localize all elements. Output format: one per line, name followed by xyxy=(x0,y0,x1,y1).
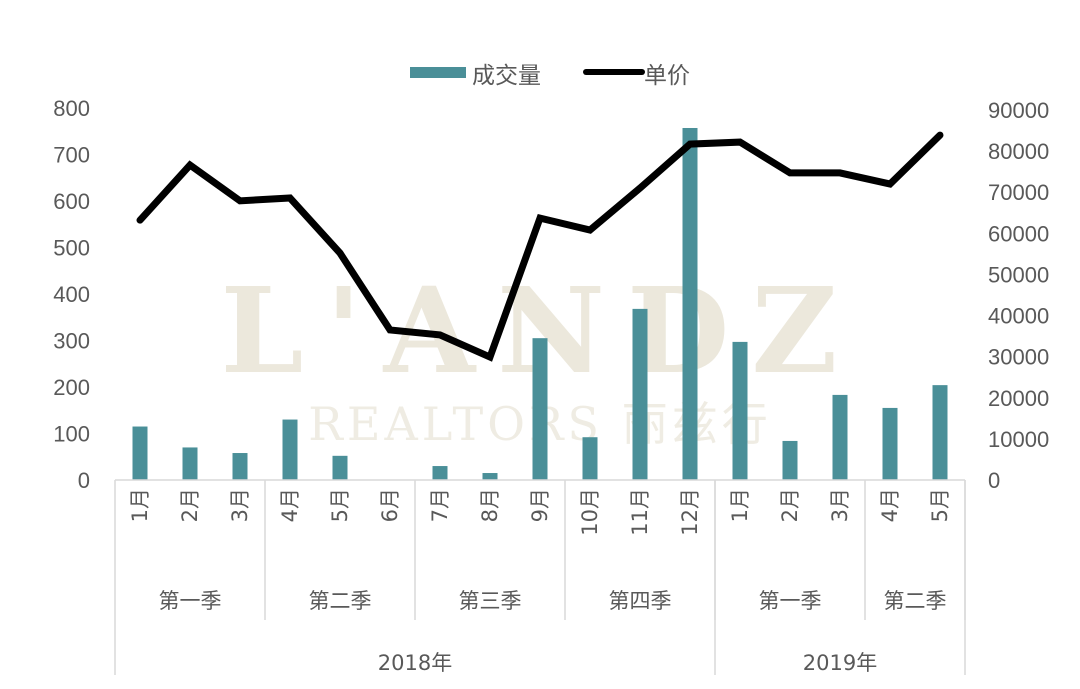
bar xyxy=(482,473,498,480)
left-axis-tick: 700 xyxy=(53,143,90,168)
right-axis-tick: 60000 xyxy=(988,221,1049,246)
quarter-label: 第二季 xyxy=(309,589,372,613)
bar xyxy=(682,127,698,481)
right-axis-tick: 20000 xyxy=(988,386,1049,411)
right-axis-tick: 30000 xyxy=(988,345,1049,370)
bar xyxy=(632,308,648,480)
left-axis-tick: 100 xyxy=(53,422,90,447)
right-axis-tick: 0 xyxy=(988,468,1000,493)
month-label: 5月 xyxy=(328,488,352,522)
month-label: 12月 xyxy=(678,488,702,536)
left-axis-tick: 0 xyxy=(78,468,90,493)
month-label: 4月 xyxy=(278,488,302,522)
month-label: 6月 xyxy=(378,488,402,522)
right-axis: 0 10000 20000 30000 40000 50000 60000 70000 8000… xyxy=(988,98,1049,493)
left-axis-tick: 500 xyxy=(53,236,90,261)
month-label: 8月 xyxy=(478,488,502,522)
month-label: 2月 xyxy=(778,488,802,522)
left-axis: 0 100 200 300 400 500 600 700 800 xyxy=(53,96,90,493)
bar xyxy=(732,341,748,480)
left-axis-tick: 600 xyxy=(53,189,90,214)
bar xyxy=(282,419,298,480)
left-axis-tick: 200 xyxy=(53,375,90,400)
bar xyxy=(332,455,348,480)
right-axis-tick: 80000 xyxy=(988,139,1049,164)
year-label: 2018年 xyxy=(378,651,452,675)
right-axis-tick: 50000 xyxy=(988,262,1049,287)
quarter-label: 第四季 xyxy=(609,589,672,613)
bar xyxy=(232,453,248,480)
right-axis-tick: 70000 xyxy=(988,180,1049,205)
legend-label-volume: 成交量 xyxy=(472,63,541,89)
month-label: 3月 xyxy=(228,488,252,522)
legend-label-price: 单价 xyxy=(644,63,690,89)
bar xyxy=(932,385,948,480)
quarter-label: 第三季 xyxy=(459,589,522,613)
bar xyxy=(182,447,198,480)
bar xyxy=(882,407,898,480)
bar xyxy=(532,338,548,480)
bar xyxy=(582,437,598,480)
month-label: 3月 xyxy=(828,488,852,522)
quarter-label: 第二季 xyxy=(884,589,947,613)
line-series-price xyxy=(136,131,944,362)
left-axis-tick: 400 xyxy=(53,282,90,307)
right-axis-tick: 90000 xyxy=(988,98,1049,123)
month-label: 1月 xyxy=(128,488,152,522)
quarter-label: 第一季 xyxy=(159,589,222,613)
right-axis-tick: 10000 xyxy=(988,427,1049,452)
quarter-label: 第一季 xyxy=(759,589,822,613)
category-axis: 1月 2月 3月 4月 5月 6月 7月 8月 9月 10月 11月 12月 1月 2月 3月 4月 5月第一季… xyxy=(114,479,966,675)
bar xyxy=(132,426,148,480)
month-label: 5月 xyxy=(928,488,952,522)
bar xyxy=(832,394,848,480)
month-label: 1月 xyxy=(728,488,752,522)
bar xyxy=(782,440,798,480)
month-label: 11月 xyxy=(628,488,652,536)
right-axis-tick: 40000 xyxy=(988,304,1049,329)
month-label: 2月 xyxy=(178,488,202,522)
legend-swatch-bar-icon xyxy=(410,67,466,78)
month-label: 7月 xyxy=(428,488,452,522)
legend: 成交量 单价 xyxy=(410,63,690,89)
bar-series-volume xyxy=(132,127,948,481)
left-axis-tick: 800 xyxy=(53,96,90,121)
month-label: 4月 xyxy=(878,488,902,522)
bar xyxy=(432,466,448,480)
year-label: 2019年 xyxy=(803,651,877,675)
month-label: 9月 xyxy=(528,488,552,522)
month-label: 10月 xyxy=(578,488,602,536)
left-axis-tick: 300 xyxy=(53,329,90,354)
